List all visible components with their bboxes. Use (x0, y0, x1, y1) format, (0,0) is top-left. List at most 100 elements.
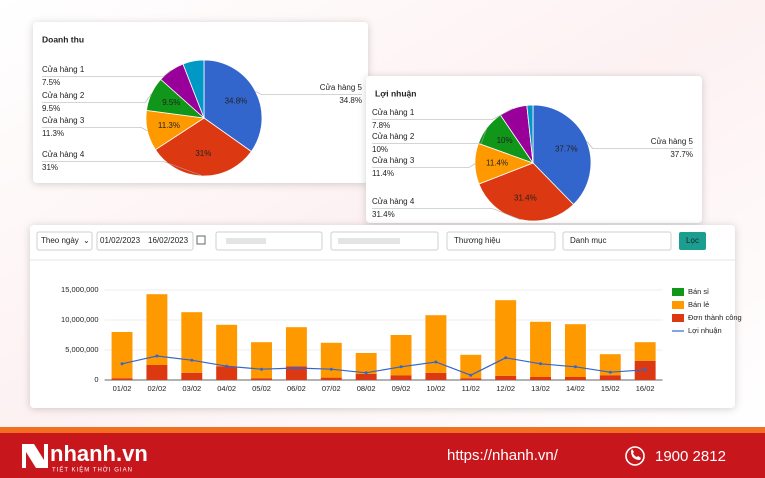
calendar-icon[interactable] (196, 235, 206, 245)
bar (390, 335, 412, 376)
slice-label: 34.8% (225, 97, 248, 106)
line-point (434, 360, 438, 364)
pie-slice (532, 104, 592, 206)
legend-value: 10% (372, 145, 388, 154)
footer-band (0, 433, 765, 478)
period-select[interactable] (36, 231, 93, 251)
filter-button-label: Lọc (686, 236, 699, 245)
legend-label: Cửa hàng 4 (42, 150, 85, 159)
line-point (225, 364, 229, 368)
line-point (399, 365, 403, 369)
x-tick-label: 09/02 (392, 384, 411, 393)
bar (495, 375, 517, 380)
line-point (120, 362, 124, 366)
legend-label: Đơn thành công (688, 313, 742, 322)
line-point (504, 356, 508, 360)
charts: Doanh thu 34.8% Cửa hàng 5 34.8% 31% Cửa hàng… (30, 22, 742, 408)
bar (216, 324, 238, 367)
blurred-text (226, 238, 266, 244)
legend-label: Bán sỉ (688, 287, 709, 296)
bar (425, 315, 447, 373)
bar (564, 324, 586, 377)
website[interactable]: https://nhanh.vn/ (447, 447, 559, 464)
brand-select[interactable] (446, 231, 556, 251)
category-placeholder: Danh mục (570, 236, 606, 245)
slice-label: 31.4% (514, 193, 537, 202)
x-tick-label: 01/02 (113, 384, 132, 393)
legend-swatch (672, 314, 684, 322)
legend-label: Cửa hàng 4 (372, 197, 415, 206)
bar (355, 374, 377, 380)
legend-label: Cửa hàng 2 (42, 91, 85, 100)
footer: nhanh.vn TIẾT KIỆM THỜI GIAN https://nha… (0, 427, 765, 478)
bar (425, 372, 447, 380)
leader-line (586, 140, 693, 149)
search-input[interactable] (215, 231, 323, 251)
bar (530, 377, 551, 380)
blurred-text (338, 238, 400, 244)
slice-label: 11.4% (486, 159, 508, 168)
period-label: Theo ngày (41, 236, 79, 245)
line-point (260, 367, 264, 371)
legend-value: 34.8% (339, 96, 362, 105)
bar (146, 365, 168, 380)
category-select[interactable] (562, 231, 672, 251)
legend-value: 31.4% (372, 210, 395, 219)
filter-button[interactable] (679, 232, 706, 250)
card (30, 225, 735, 408)
pie-slice (526, 104, 534, 164)
pie-slice (182, 59, 205, 119)
legend-label: Bán lẻ (688, 300, 709, 309)
date-range[interactable] (96, 231, 194, 251)
pie-slice (154, 117, 252, 177)
x-tick-label: 06/02 (287, 384, 306, 393)
bar (216, 366, 238, 380)
chart-title: Doanh thu (42, 34, 84, 44)
leader-line (255, 91, 362, 95)
line (121, 355, 646, 376)
leader-line (42, 70, 172, 77)
logo-icon (22, 444, 48, 468)
slice-label: 10% (497, 136, 513, 145)
y-tick-label: 10,000,000 (61, 315, 99, 324)
bar (599, 375, 621, 380)
bar (285, 327, 307, 367)
phone[interactable]: 1900 2812 (655, 448, 726, 465)
leader-line (42, 93, 152, 103)
slice-label: 11.3% (158, 121, 180, 130)
line-point (643, 368, 647, 372)
chart-title: Lợi nhuận (375, 88, 416, 98)
slice-label: 31% (195, 149, 211, 158)
bar (390, 375, 412, 380)
x-tick-label: 14/02 (566, 384, 585, 393)
legend-label: Cửa hàng 2 (372, 132, 415, 141)
leader-line (372, 208, 521, 220)
logo: nhanh.vn (50, 441, 148, 466)
bar (320, 342, 342, 378)
legend-label: Cửa hàng 3 (42, 116, 85, 125)
slice-label: 9.5% (162, 98, 180, 107)
legend-value: 9.5% (42, 104, 60, 113)
bar (251, 378, 272, 380)
bar (460, 378, 482, 380)
legend-label: Cửa hàng 1 (372, 108, 415, 117)
line-point (329, 367, 333, 371)
x-tick-label: 05/02 (252, 384, 271, 393)
x-tick-label: 15/02 (601, 384, 620, 393)
x-tick-label: 10/02 (427, 384, 446, 393)
x-tick-label: 03/02 (182, 384, 201, 393)
legend-value: 31% (42, 163, 58, 172)
bar (495, 300, 517, 376)
bar (355, 353, 377, 374)
phone-glyph (631, 449, 641, 460)
leader-line (372, 163, 476, 168)
line-point (539, 362, 543, 366)
legend-label: Cửa hàng 5 (651, 137, 694, 146)
y-tick-label: 5,000,000 (65, 345, 98, 354)
legend-label: Cửa hàng 5 (320, 83, 363, 92)
x-tick-label: 07/02 (322, 384, 341, 393)
leader-line (372, 127, 488, 144)
phone-icon (625, 446, 645, 466)
bar (251, 342, 272, 379)
y-tick-label: 0 (94, 375, 98, 384)
